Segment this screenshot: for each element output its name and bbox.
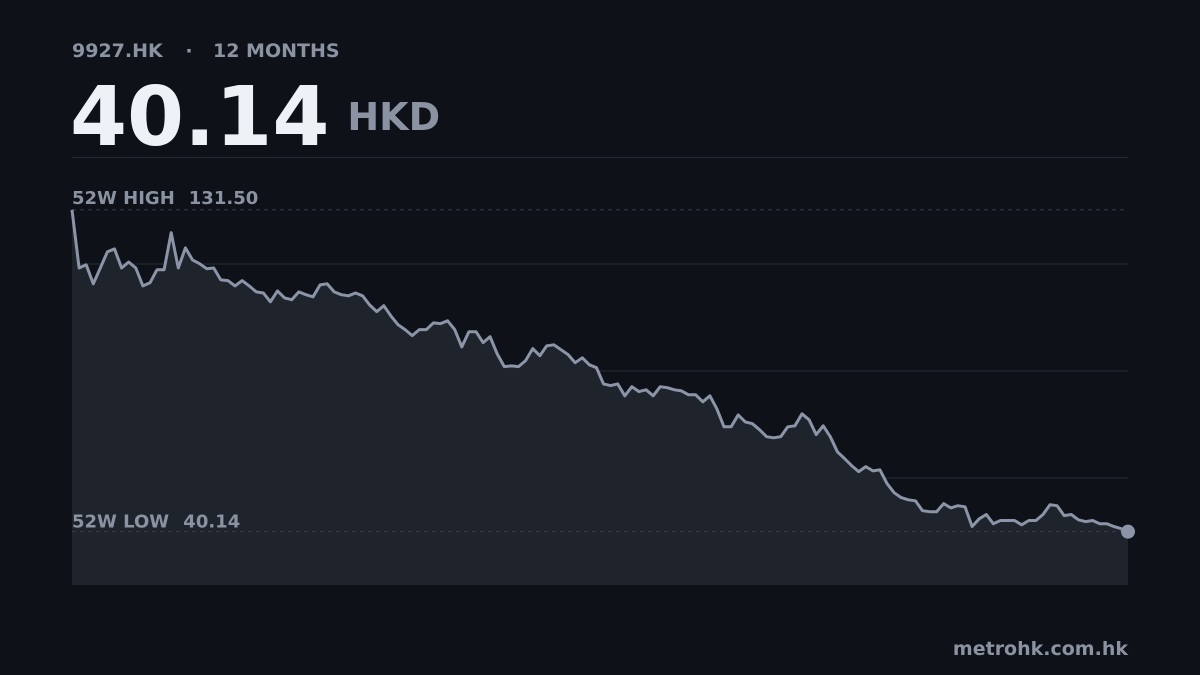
price-line	[70, 209, 1129, 534]
price: 40.14	[70, 70, 329, 165]
period: 12 MONTHS	[213, 40, 340, 62]
high-value: 131.50	[189, 188, 258, 209]
low-value: 40.14	[183, 512, 240, 533]
area	[72, 209, 1128, 586]
low-label: 52W LOW	[72, 512, 169, 533]
high-label: 52W HIGH	[72, 188, 175, 209]
plot: 52W HIGH 131.50 52W LOW 40.14	[70, 188, 1135, 586]
currency: HKD	[347, 95, 440, 139]
last-point	[1121, 524, 1135, 539]
separator: ·	[185, 40, 192, 62]
source: metrohk.com.hk	[953, 638, 1128, 660]
ticker: 9927.HK	[72, 40, 164, 62]
